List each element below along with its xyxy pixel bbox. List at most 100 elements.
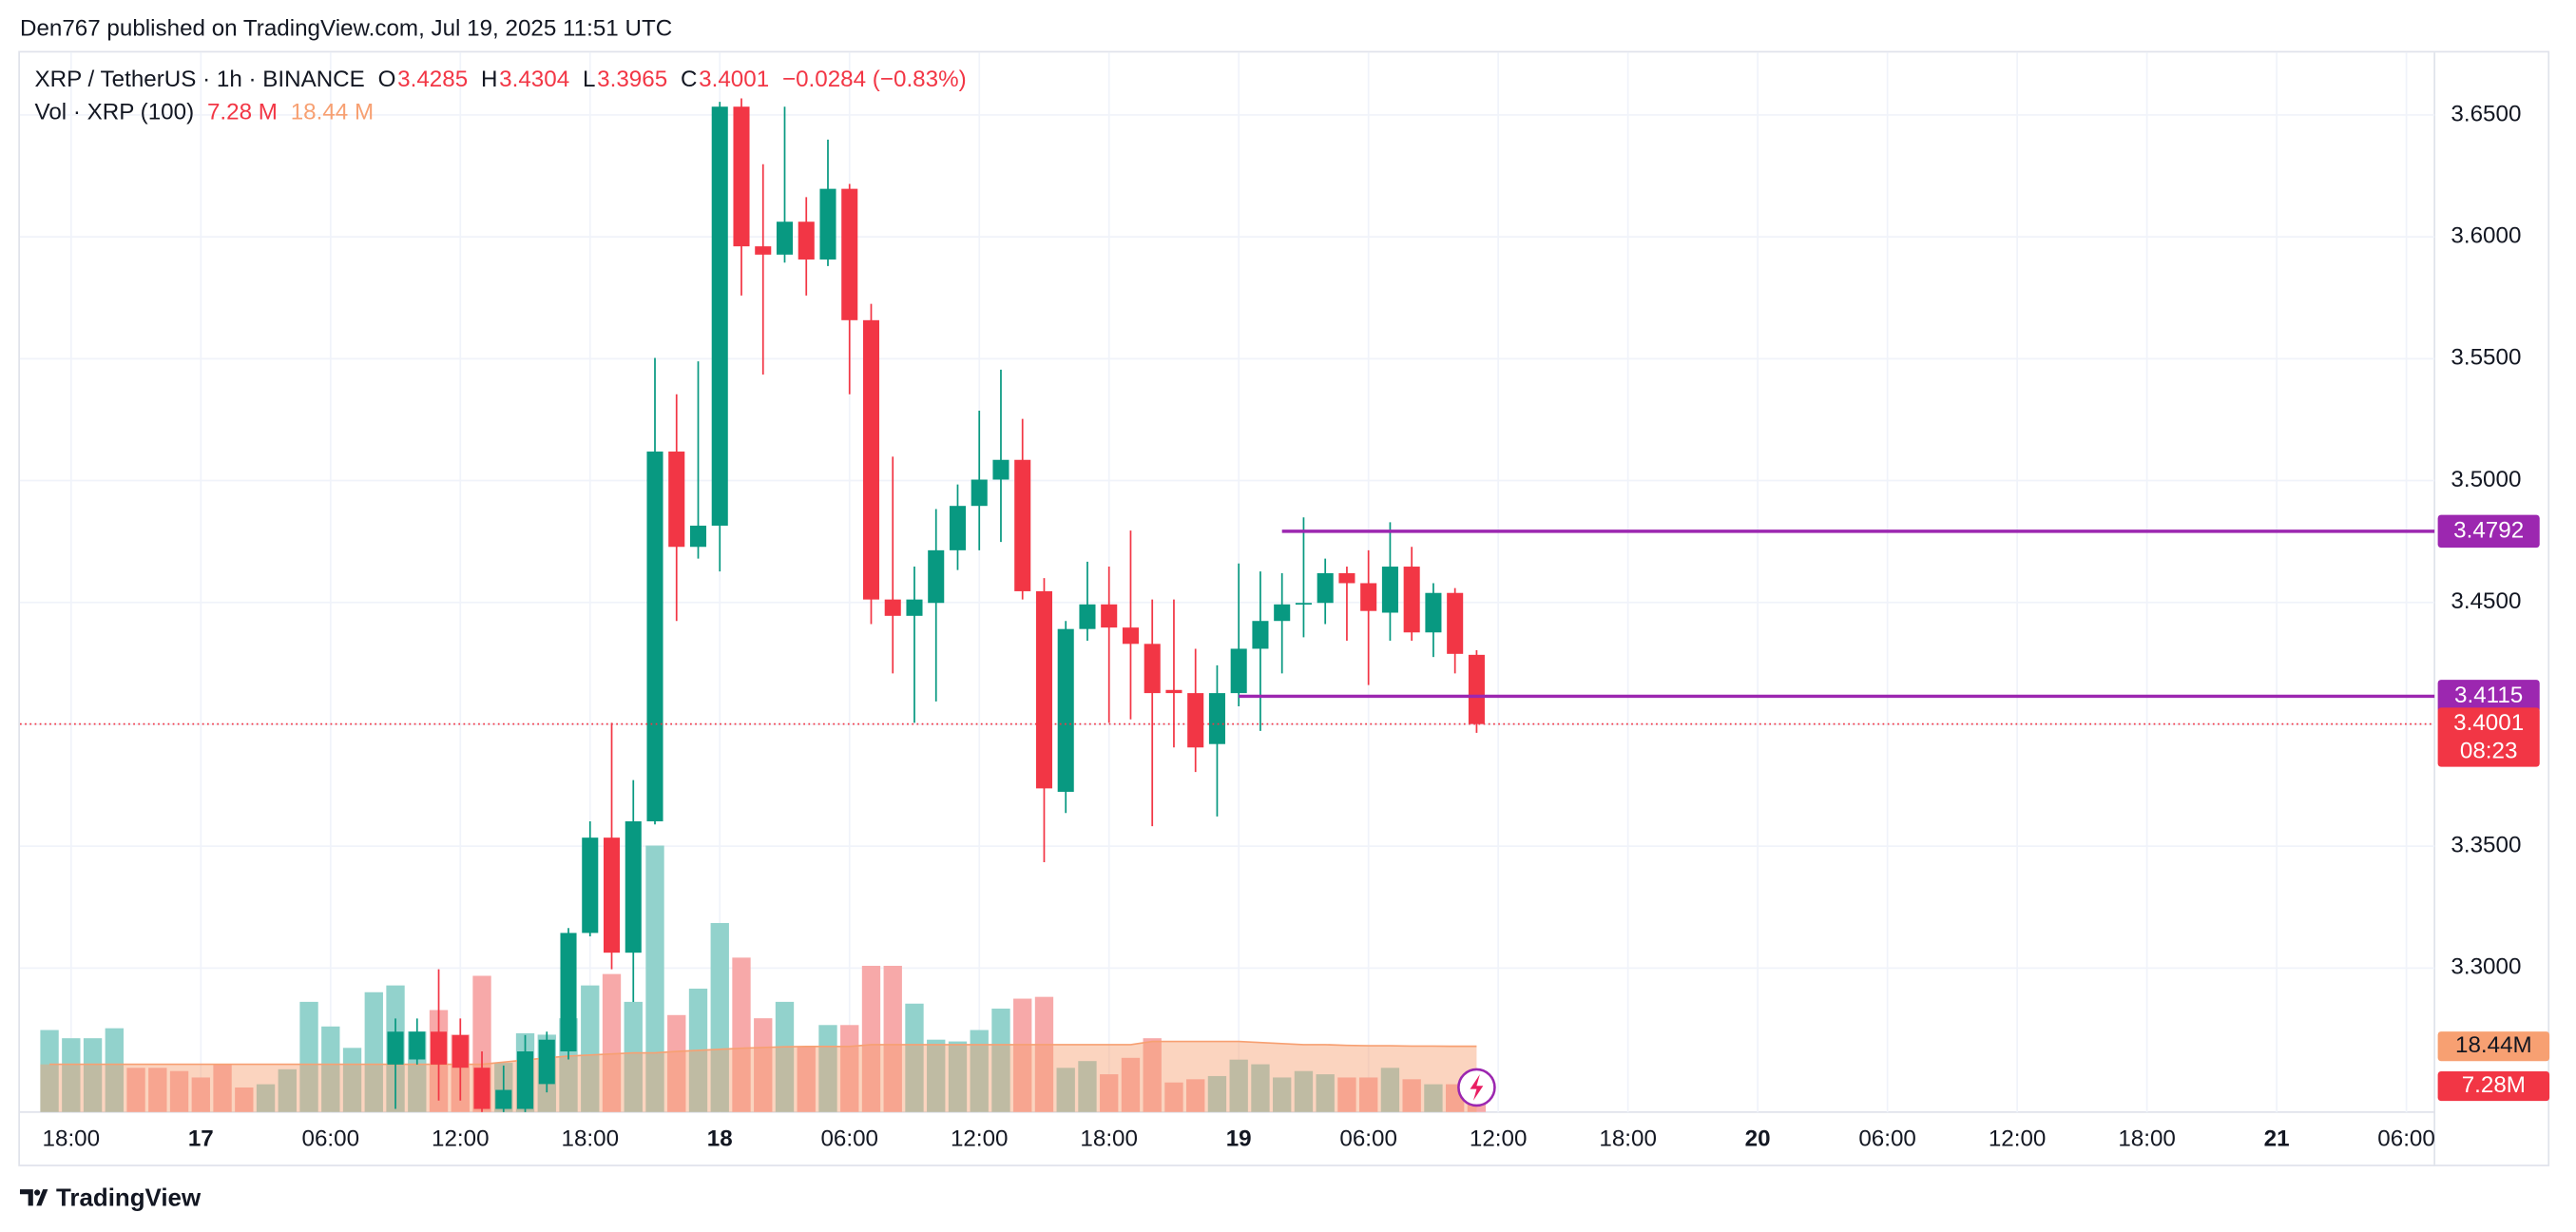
volume-ma-area [40, 1041, 1477, 1112]
candle-body [862, 319, 880, 600]
volume-bar [169, 1070, 189, 1112]
volume-bar [1034, 996, 1054, 1112]
x-tick-label: 18:00 [43, 1126, 101, 1152]
x-tick-label: 21 [2264, 1126, 2290, 1152]
volume-bar [1078, 1061, 1097, 1112]
volume-bar [1121, 1057, 1141, 1112]
candle-body [992, 459, 1009, 480]
volume-bar [83, 1038, 103, 1112]
volume-bar [213, 1064, 232, 1112]
volume-bar [970, 1030, 989, 1112]
candle-body [409, 1031, 426, 1060]
candle-body [841, 188, 858, 320]
volume-bar [1359, 1077, 1378, 1112]
volume-bar [40, 1030, 59, 1112]
countdown-label: 08:23 [2460, 738, 2518, 763]
volume-bar [191, 1077, 210, 1112]
candle-body [1122, 627, 1139, 645]
y-tick-label: 3.6000 [2451, 223, 2521, 249]
volume-bar [299, 1001, 318, 1112]
volume-bar [602, 973, 622, 1112]
replay-icon-bolt [1470, 1074, 1484, 1101]
x-tick-label: 18:00 [2118, 1126, 2176, 1152]
candle-body [1057, 628, 1074, 792]
volume-bar [1229, 1059, 1248, 1112]
candle-body [1035, 590, 1052, 789]
y-tick-label: 3.5000 [2451, 467, 2521, 492]
candle-body [1101, 604, 1118, 628]
candle-body [949, 506, 967, 550]
candle-body [906, 599, 923, 616]
volume-bar [62, 1038, 81, 1112]
volume-marker [2437, 1031, 2550, 1062]
candle-body [819, 188, 836, 260]
y-tick-label: 3.4500 [2451, 588, 2521, 614]
level-label: 3.4115 [2454, 683, 2523, 708]
volume-bar [991, 1009, 1010, 1112]
candle-body [1338, 572, 1355, 584]
x-tick-label: 18 [707, 1126, 733, 1152]
candle-body [538, 1039, 555, 1085]
candle-body [928, 549, 945, 604]
candle-body [1468, 654, 1485, 724]
candle-body [1274, 604, 1291, 622]
x-tick-label: 06:00 [2377, 1126, 2435, 1152]
x-tick-label: 06:00 [1339, 1126, 1397, 1152]
plot [40, 98, 1487, 1112]
candle-body [431, 1031, 448, 1065]
candle-body [387, 1031, 404, 1065]
frame [18, 50, 2550, 1166]
candle-body [603, 837, 621, 953]
volume-bar [754, 1018, 773, 1112]
volume-bar [278, 1068, 297, 1112]
volume-ma-line [49, 1040, 1477, 1066]
y-tick-label: 3.5500 [2451, 345, 2521, 371]
candle-body [776, 221, 794, 255]
publisher: Den767 published on TradingView.com, Jul… [20, 15, 672, 41]
x-tick-label: 18:00 [1599, 1126, 1657, 1152]
candle-body [971, 479, 988, 507]
volume-marker-label: 18.44M [2455, 1032, 2532, 1058]
candle-body [1295, 603, 1312, 605]
volume-bar [1186, 1079, 1205, 1112]
candle-body [1014, 459, 1031, 591]
volume-marker-label: 7.28M [2462, 1072, 2526, 1098]
ohlc-value: 3.4001 [699, 67, 769, 92]
volume-bar [775, 1001, 795, 1112]
candle-body [689, 525, 707, 548]
candle-body [755, 246, 772, 255]
volume-bar [1164, 1082, 1183, 1112]
volume-bar [667, 1014, 686, 1112]
candle-body [452, 1034, 469, 1068]
candle-body [884, 599, 901, 616]
volume-bar [126, 1068, 145, 1112]
volume-bar [861, 965, 881, 1112]
volume-bar [732, 957, 751, 1112]
candle-body [668, 452, 685, 548]
volume-bar [1273, 1077, 1292, 1112]
candle-body [473, 1068, 490, 1109]
level-label: 3.4792 [2453, 517, 2524, 543]
ohlc-key: L [583, 67, 595, 92]
volume-bar [1424, 1084, 1443, 1112]
volume-bar [364, 991, 383, 1112]
ohlc-value: 3.4304 [499, 67, 569, 92]
candle-body [1425, 592, 1442, 633]
x-tick-label: 12:00 [432, 1126, 490, 1152]
volume-bar [1380, 1068, 1400, 1112]
last-price-marker [2437, 707, 2540, 767]
volume-bar [645, 845, 664, 1112]
footer-brand: TradingView [56, 1184, 202, 1211]
x-tick-label: 18:00 [561, 1126, 619, 1152]
volume-bar [883, 965, 902, 1112]
candle-body [1079, 604, 1096, 629]
logo-icon [19, 1189, 48, 1206]
volume-marker [2437, 1070, 2550, 1102]
x-tick-label: 20 [1745, 1126, 1771, 1152]
candle-body [1252, 621, 1269, 649]
ohlc-key: O [378, 67, 396, 92]
volume-bar [1207, 1075, 1227, 1112]
candle-body [711, 106, 728, 526]
